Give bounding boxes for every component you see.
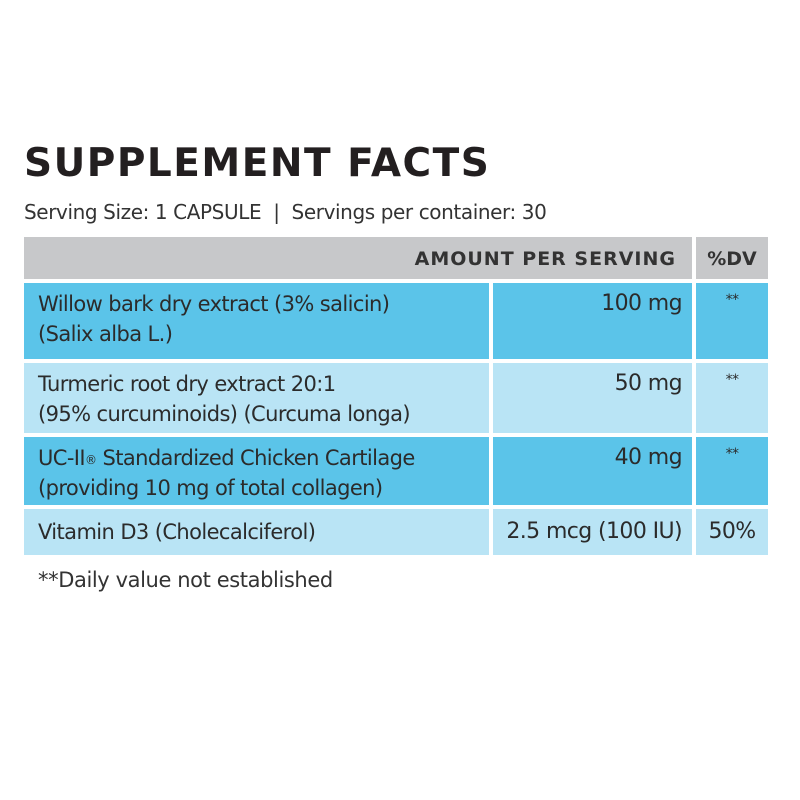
ingredient-dv: ** bbox=[692, 363, 768, 433]
supplement-facts-panel: SUPPLEMENT FACTS Serving Size: 1 CAPSULE… bbox=[24, 140, 776, 228]
table-header-row: AMOUNT PER SERVING %DV bbox=[24, 237, 768, 279]
table-row: Turmeric root dry extract 20:1 (95% curc… bbox=[24, 363, 768, 433]
ingredient-amount: 100 mg bbox=[489, 283, 692, 359]
ingredient-amount: 2.5 mcg (100 IU) bbox=[489, 509, 692, 555]
ingredient-name: UC-II® Standardized Chicken Cartilage (p… bbox=[24, 437, 489, 505]
serving-info: Serving Size: 1 CAPSULE | Servings per con… bbox=[24, 196, 776, 228]
serving-size: Serving Size: 1 CAPSULE bbox=[24, 200, 262, 224]
table-row: UC-II® Standardized Chicken Cartilage (p… bbox=[24, 437, 768, 505]
serving-separator: | bbox=[273, 200, 280, 224]
ingredient-brand: UC-II bbox=[38, 446, 86, 470]
registered-mark: ® bbox=[85, 453, 97, 467]
ingredient-dv: 50% bbox=[692, 509, 768, 555]
table-row: Vitamin D3 (Cholecalciferol) 2.5 mcg (10… bbox=[24, 509, 768, 555]
ingredient-dv: ** bbox=[692, 437, 768, 505]
amount-per-serving-header: AMOUNT PER SERVING bbox=[414, 248, 676, 270]
footnote: **Daily value not established bbox=[38, 568, 333, 592]
dv-header: %DV bbox=[692, 237, 768, 279]
ingredient-name: Turmeric root dry extract 20:1 (95% curc… bbox=[24, 363, 489, 433]
ingredient-amount: 50 mg bbox=[489, 363, 692, 433]
ingredient-line2: (95% curcuminoids) (Curcuma longa) bbox=[38, 402, 411, 426]
ingredient-name: Vitamin D3 (Cholecalciferol) bbox=[24, 509, 489, 555]
servings-per-container: Servings per container: 30 bbox=[291, 200, 547, 224]
facts-table: AMOUNT PER SERVING %DV Willow bark dry e… bbox=[24, 237, 768, 555]
ingredient-line1: Willow bark dry extract (3% salicin) bbox=[38, 292, 390, 316]
ingredient-line2: (Salix alba L.) bbox=[38, 322, 173, 346]
table-row: Willow bark dry extract (3% salicin) (Sa… bbox=[24, 283, 768, 359]
ingredient-description: Standardized Chicken Cartilage bbox=[96, 446, 415, 470]
ingredient-line2: (providing 10 mg of total collagen) bbox=[38, 476, 383, 500]
ingredient-line1: Turmeric root dry extract 20:1 bbox=[38, 372, 336, 396]
ingredient-line1: UC-II® Standardized Chicken Cartilage bbox=[38, 443, 489, 473]
ingredient-amount: 40 mg bbox=[489, 437, 692, 505]
ingredient-name: Willow bark dry extract (3% salicin) (Sa… bbox=[24, 283, 489, 359]
ingredient-dv: ** bbox=[692, 283, 768, 359]
panel-title: SUPPLEMENT FACTS bbox=[24, 141, 491, 186]
